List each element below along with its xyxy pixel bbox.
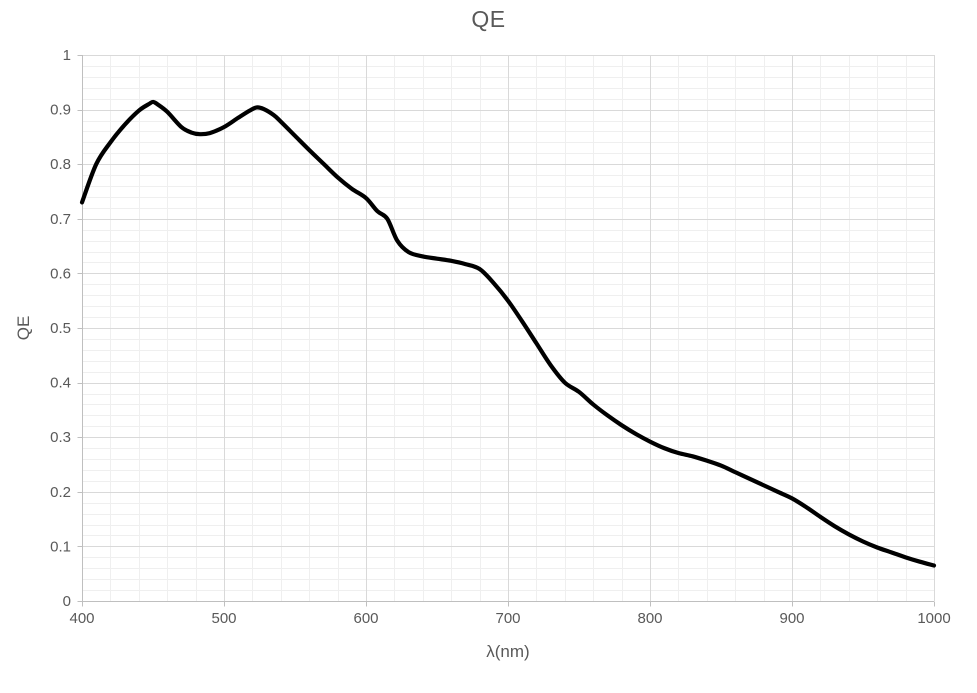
y-tick-label: 0.6 bbox=[50, 265, 71, 282]
x-tick-label: 600 bbox=[353, 610, 378, 627]
x-tick-label: 700 bbox=[495, 610, 520, 627]
y-tick-label: 0.5 bbox=[50, 320, 71, 337]
x-axis-title: λ(nm) bbox=[486, 642, 530, 661]
y-tick-label: 1 bbox=[63, 47, 71, 64]
y-tick-label: 0.3 bbox=[50, 429, 71, 446]
axes bbox=[77, 55, 935, 607]
y-tick-label: 0.9 bbox=[50, 102, 71, 119]
y-tick-label: 0 bbox=[63, 593, 71, 610]
x-tick-label: 400 bbox=[69, 610, 94, 627]
x-tick-label: 500 bbox=[211, 610, 236, 627]
y-tick-label: 0.4 bbox=[50, 375, 71, 392]
y-axis-title: QE bbox=[14, 315, 33, 341]
chart-title: QE bbox=[471, 6, 506, 32]
y-tick-label: 0.8 bbox=[50, 156, 71, 173]
y-tick-label: 0.2 bbox=[50, 484, 71, 501]
x-tick-label: 800 bbox=[637, 610, 662, 627]
major-gridlines bbox=[82, 55, 935, 601]
y-tick-labels: 0 0.1 0.2 0.3 0.4 0.5 0.6 0.7 0.8 0.9 1 bbox=[50, 47, 71, 610]
x-tick-label: 1000 bbox=[917, 610, 950, 627]
y-tick-label: 0.1 bbox=[50, 538, 71, 555]
x-tick-labels: 400 500 600 700 800 900 1000 bbox=[69, 610, 950, 627]
x-tick-label: 900 bbox=[779, 610, 804, 627]
y-tick-label: 0.7 bbox=[50, 211, 71, 228]
qe-curve bbox=[79, 99, 937, 568]
